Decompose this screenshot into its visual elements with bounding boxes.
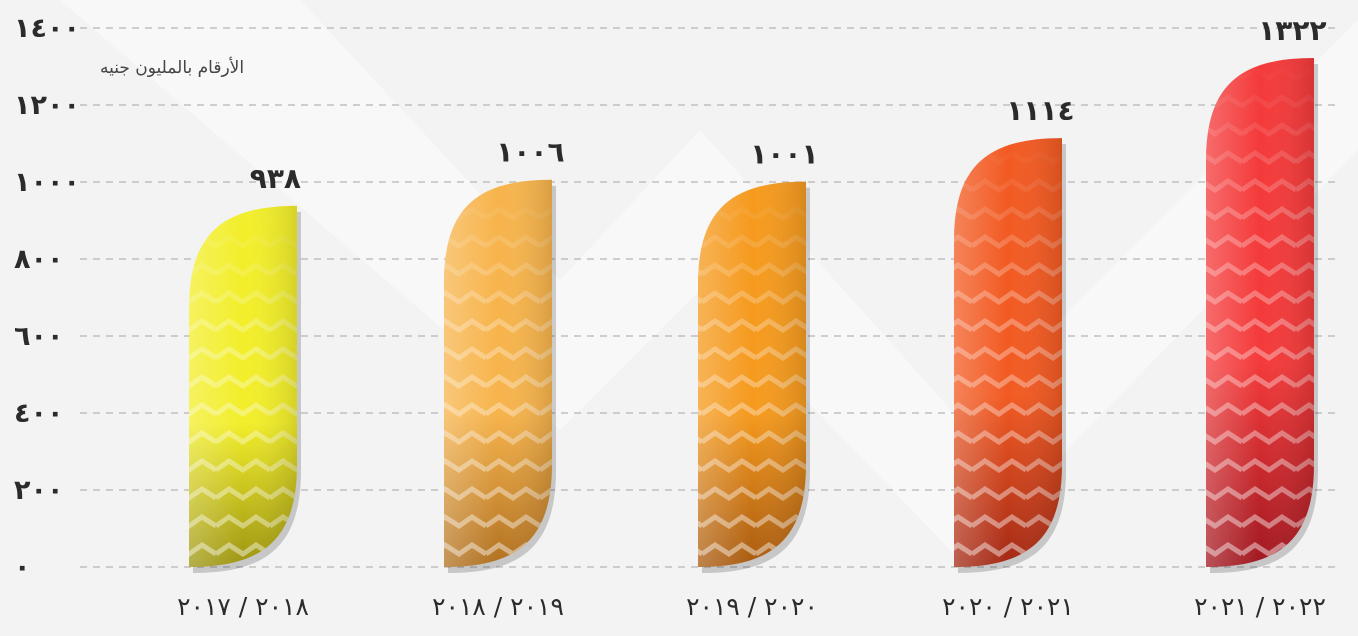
bar [954,138,1066,574]
y-tick-label: ١٤٠٠ [14,13,80,44]
value-label: ٩٣٨ [250,162,301,195]
value-label: ١١١٤ [1006,94,1074,127]
y-tick-label: ٠ [14,552,30,583]
x-tick-label: ٢٠٢١ / ٢٠٢٠ [942,592,1074,621]
bar [189,205,301,573]
y-tick-label: ٦٠٠ [14,321,63,352]
x-tick-label: ٢٠٢٢ / ٢٠٢١ [1194,592,1326,621]
value-labels: ٩٣٨ ١٠٠٦ ١٠٠١ ١١١٤ ١٣٢٢ [250,14,1327,195]
y-tick-label: ٨٠٠ [14,244,63,275]
bars [189,58,1318,574]
x-tick-label: ٢٠١٨ / ٢٠١٧ [177,592,309,621]
bar [1206,58,1318,573]
bar [444,179,556,573]
y-axis: ٠ ٢٠٠ ٤٠٠ ٦٠٠ ٨٠٠ ١٠٠٠ ١٢٠٠ ١٤٠٠ [14,13,80,583]
value-label: ١٣٢٢ [1258,14,1326,47]
chart-subtitle: الأرقام بالمليون جنيه [100,58,245,78]
bar [698,181,810,574]
y-tick-label: ٤٠٠ [14,398,63,429]
x-tick-label: ٢٠١٩ / ٢٠١٨ [432,592,564,621]
value-label: ١٠٠١ [750,138,818,171]
y-tick-label: ١٠٠٠ [14,167,80,198]
x-tick-label: ٢٠٢٠ / ٢٠١٩ [686,592,818,621]
x-axis: ٢٠١٨ / ٢٠١٧ ٢٠١٩ / ٢٠١٨ ٢٠٢٠ / ٢٠١٩ ٢٠٢١ / … [177,592,1326,621]
y-tick-label: ٢٠٠ [14,475,63,506]
y-tick-label: ١٢٠٠ [14,90,80,121]
value-label: ١٠٠٦ [496,136,564,169]
